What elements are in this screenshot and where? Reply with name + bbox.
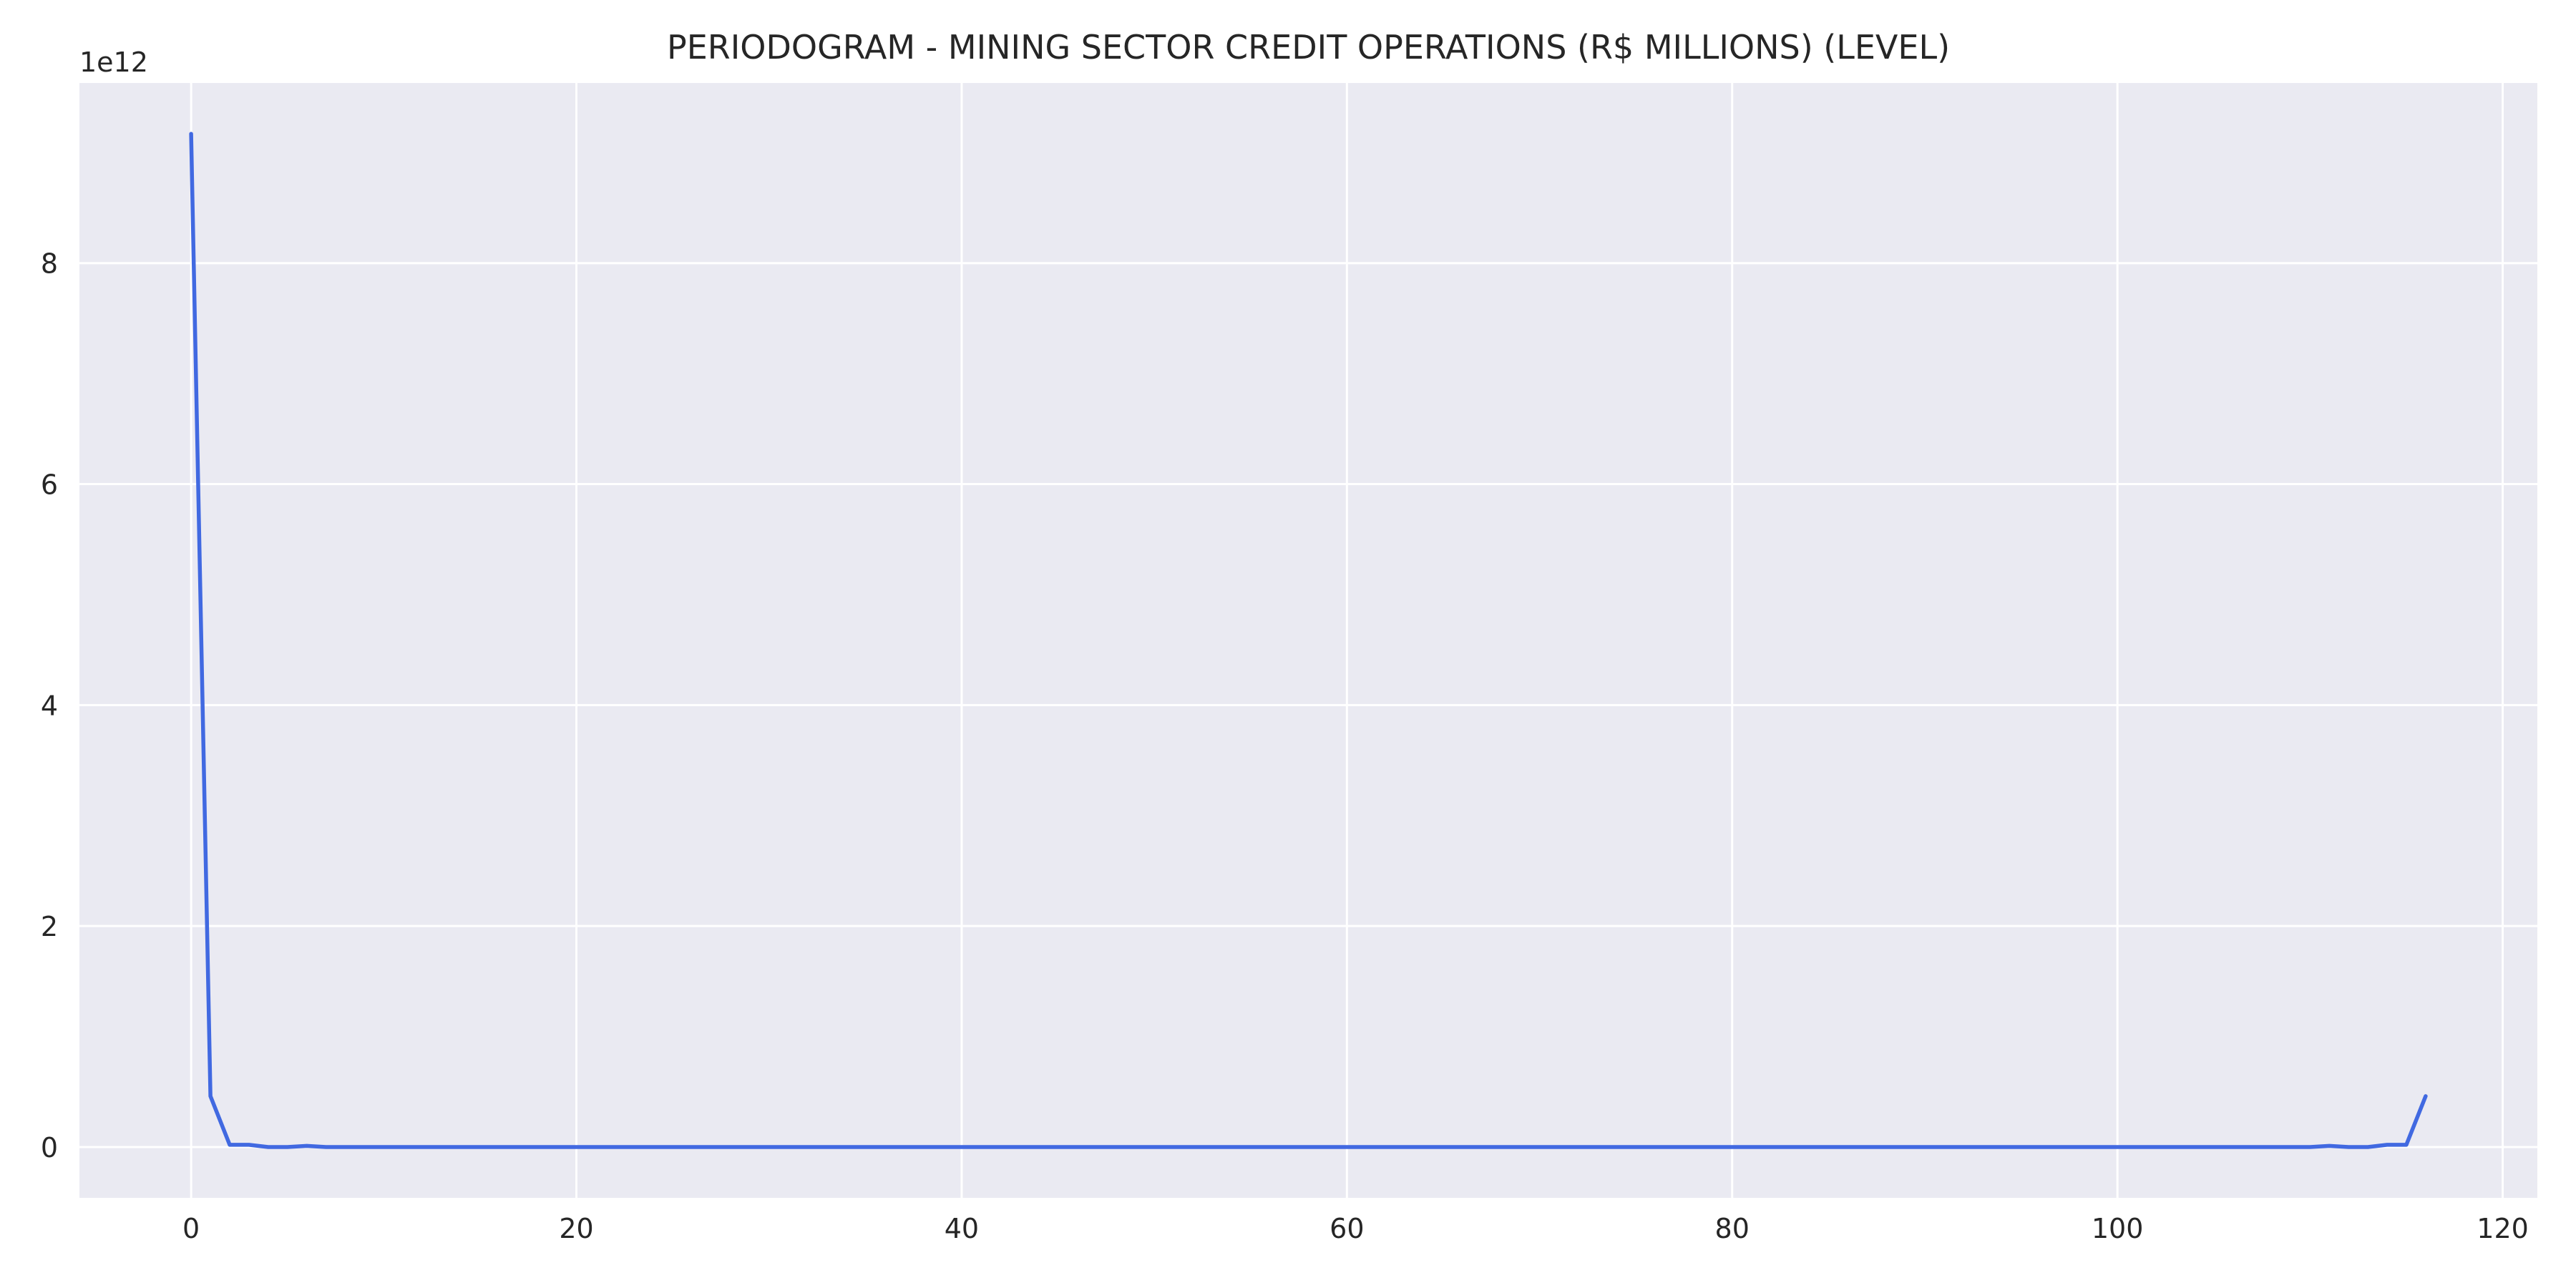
y-tick-label: 6 [41,469,58,501]
y-axis-offset-label: 1e12 [79,47,148,78]
x-tick-label: 40 [945,1213,979,1244]
x-tick-labels: 0 20 40 60 80 100 120 [182,1213,2529,1244]
chart-title: PERIODOGRAM - MINING SECTOR CREDIT OPERA… [667,28,1950,67]
x-tick-label: 20 [559,1213,593,1244]
y-tick-label: 0 [41,1132,58,1163]
x-tick-label: 80 [1715,1213,1750,1244]
x-tick-label: 0 [182,1213,200,1244]
x-tick-label: 60 [1330,1213,1364,1244]
y-tick-labels: 0 2 4 6 8 [41,248,58,1163]
y-tick-label: 8 [41,248,58,280]
plot-area [79,83,2537,1198]
y-tick-label: 4 [41,690,58,721]
x-gridlines [190,83,2504,1198]
y-tick-label: 2 [41,911,58,942]
x-tick-label: 100 [2092,1213,2144,1244]
series-line-periodogram [189,132,2428,1149]
x-tick-label: 120 [2477,1213,2529,1244]
